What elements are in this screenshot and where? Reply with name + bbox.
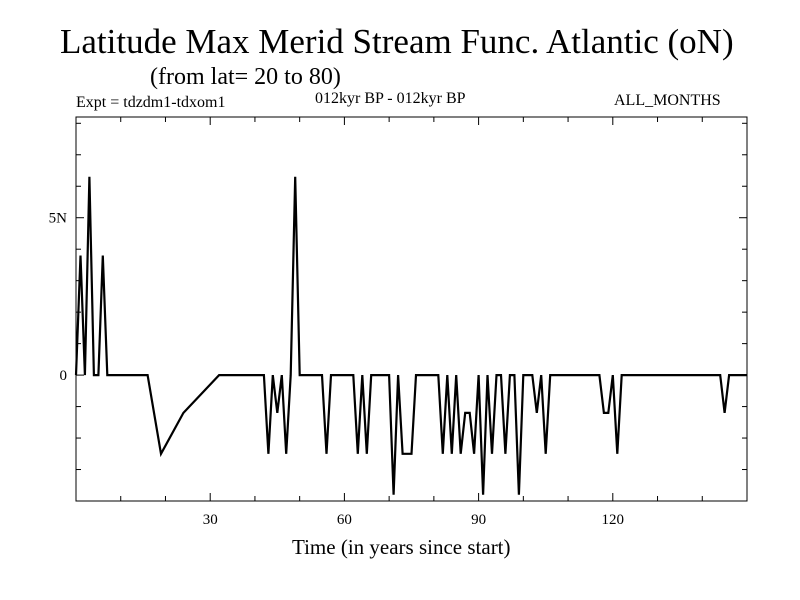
experiment-label: Expt = tdzdm1-tdxom1	[76, 94, 226, 111]
chart-subtitle: (from lat= 20 to 80)	[150, 64, 341, 90]
x-tick-label: 120	[602, 512, 625, 528]
y-tick-label: 5N	[49, 211, 68, 227]
chart-title: Latitude Max Merid Stream Func. Atlantic…	[60, 22, 734, 61]
series-line	[74, 176, 747, 495]
x-tick-label: 90	[471, 512, 486, 528]
axis-ticks	[76, 117, 747, 502]
x-tick-label: 30	[203, 512, 218, 528]
plot-frame	[75, 116, 748, 502]
period-label: 012kyr BP - 012kyr BP	[315, 90, 466, 107]
months-label: ALL_MONTHS	[614, 92, 721, 109]
axis-tick-labels: 30 60 90 120 0 5N	[49, 211, 624, 528]
y-tick-label: 0	[60, 368, 68, 384]
x-tick-label: 60	[337, 512, 352, 528]
x-axis-label: Time (in years since start)	[292, 535, 511, 559]
